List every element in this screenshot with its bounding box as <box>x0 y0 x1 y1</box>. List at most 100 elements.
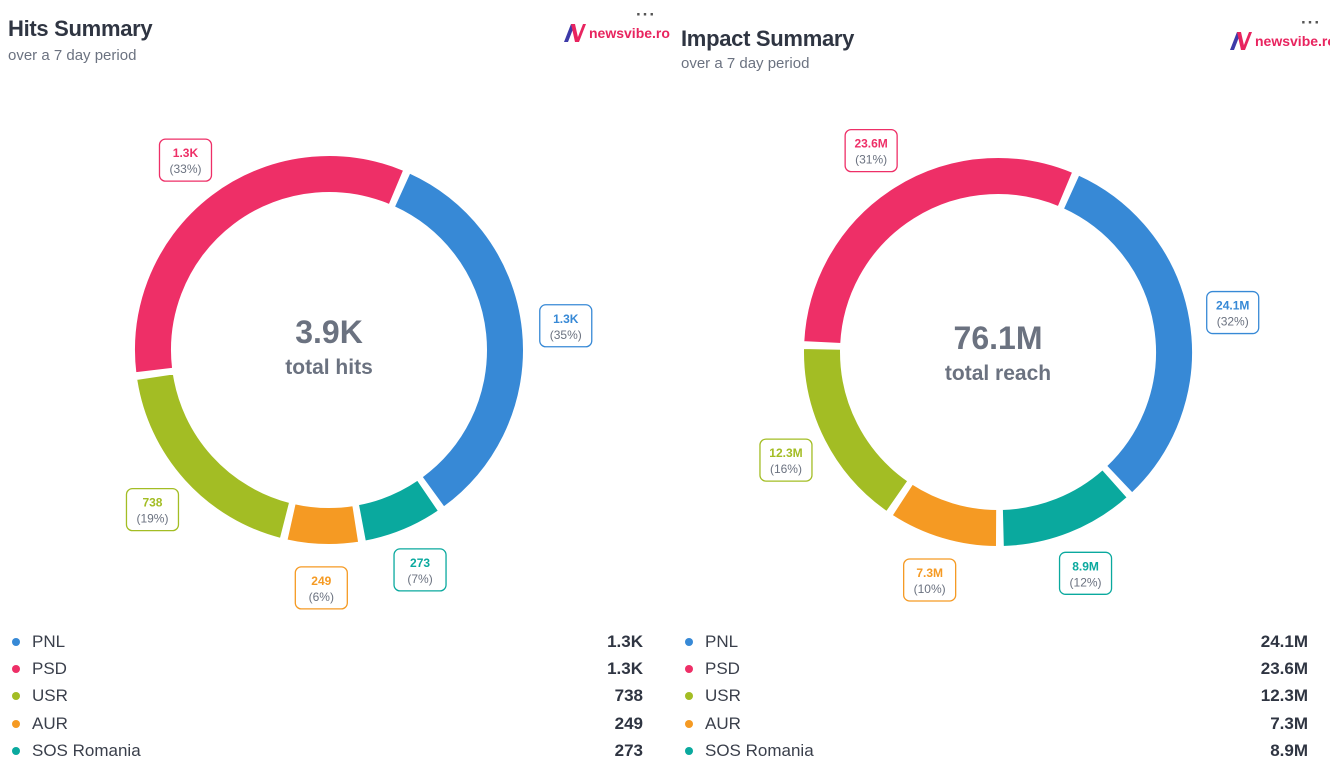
donut-center-value: 76.1M <box>953 320 1043 356</box>
more-options-icon[interactable]: ··· <box>1301 13 1321 32</box>
slice-percent-label: (19%) <box>136 512 168 526</box>
legend-label: AUR <box>705 713 741 733</box>
legend-item-sos-romania[interactable]: SOS Romania 273 <box>8 737 643 764</box>
legend-item-aur[interactable]: AUR 249 <box>8 710 643 737</box>
legend-value: 7.3M <box>1270 713 1308 733</box>
legend-value: 249 <box>614 713 643 733</box>
legend-value: 273 <box>614 740 643 760</box>
slice-data-label-sos-romania: 273 (7%) <box>393 548 447 592</box>
slice-data-label-aur: 7.3M (10%) <box>903 558 957 602</box>
legend-item-usr[interactable]: USR 738 <box>8 683 643 710</box>
legend-dot-icon <box>12 719 20 728</box>
slice-percent-label: (6%) <box>309 590 334 604</box>
legend-dot-icon <box>685 692 693 701</box>
slice-percent-label: (16%) <box>770 462 802 476</box>
legend-value: 8.9M <box>1270 740 1308 760</box>
hits-donut-chart: 1.3K (35%) 273 (7%) 249 (6%) 738 (19%) 1.3K (33%) <box>125 138 593 610</box>
slice-value-label: 24.1M <box>1216 299 1249 313</box>
donut-slice-sos-romania[interactable] <box>1000 467 1130 548</box>
legend-item-psd[interactable]: PSD 23.6M <box>681 655 1308 682</box>
legend-item-usr[interactable]: USR 12.3M <box>681 683 1308 710</box>
donut-slice-pnl[interactable] <box>1061 173 1194 495</box>
legend-item-aur[interactable]: AUR 7.3M <box>681 710 1308 737</box>
brand-name: newsvibe.ro <box>1255 33 1330 49</box>
brand-logo: newsvibe.ro <box>562 22 670 44</box>
chart-legend: PNL 24.1M PSD 23.6M USR 12.3M AUR 7.3M SOS Roman… <box>681 628 1308 764</box>
slice-percent-label: (12%) <box>1070 575 1102 589</box>
donut-slice-aur[interactable] <box>890 482 999 549</box>
donut-slice-usr[interactable] <box>802 346 910 514</box>
chart-legend: PNL 1.3K PSD 1.3K USR 738 AUR 249 SOS Romania 273 <box>8 628 643 764</box>
legend-label: PSD <box>32 658 67 678</box>
donut-slice-pnl[interactable] <box>392 171 525 509</box>
slice-percent-label: (33%) <box>169 162 201 176</box>
chart-subtitle: over a 7 day period <box>681 55 810 72</box>
legend-label: SOS Romania <box>32 740 141 760</box>
slice-value-label: 12.3M <box>769 446 802 460</box>
newsvibe-n-logo-icon <box>1230 32 1252 50</box>
legend-dot-icon <box>685 719 693 728</box>
legend-dot-icon <box>12 637 20 646</box>
more-options-icon[interactable]: ··· <box>636 5 656 24</box>
brand-name: newsvibe.ro <box>589 25 670 41</box>
legend-dot-icon <box>685 664 693 673</box>
legend-dot-icon <box>685 637 693 646</box>
legend-value: 23.6M <box>1260 658 1308 678</box>
legend-label: PNL <box>32 631 66 651</box>
slice-percent-label: (10%) <box>914 582 946 596</box>
impact-donut-chart: 24.1M (32%) 8.9M (12%) 7.3M (10%) 12.3M (16%) 23… <box>759 128 1260 602</box>
slice-data-label-usr: 12.3M (16%) <box>759 438 813 482</box>
slice-value-label: 1.3K <box>173 146 199 160</box>
legend-value: 12.3M <box>1260 686 1308 706</box>
donut-slice-psd[interactable] <box>133 154 406 375</box>
chart-title: Impact Summary <box>681 26 855 51</box>
legend-label: PSD <box>705 658 740 678</box>
legend-value: 1.3K <box>607 631 643 651</box>
brand-logo: newsvibe.ro <box>1228 30 1330 52</box>
legend-label: USR <box>32 686 68 706</box>
donut-slice-aur[interactable] <box>285 502 361 546</box>
legend-dot-icon <box>12 746 20 755</box>
slice-percent-label: (35%) <box>550 328 582 342</box>
legend-dot-icon <box>12 664 20 673</box>
slice-percent-label: (7%) <box>407 572 432 586</box>
slice-data-label-psd: 23.6M (31%) <box>844 128 898 173</box>
legend-label: AUR <box>32 713 68 733</box>
slice-value-label: 23.6M <box>854 137 887 151</box>
legend-item-sos-romania[interactable]: SOS Romania 8.9M <box>681 737 1308 764</box>
impact-summary-panel: Impact Summary over a 7 day period newsv… <box>665 0 1330 770</box>
slice-value-label: 273 <box>410 556 430 570</box>
legend-item-pnl[interactable]: PNL 1.3K <box>8 628 643 655</box>
chart-title: Hits Summary <box>8 16 153 41</box>
legend-value: 1.3K <box>607 658 643 678</box>
chart-subtitle: over a 7 day period <box>8 47 137 64</box>
slice-value-label: 8.9M <box>1072 559 1099 573</box>
slice-percent-label: (32%) <box>1217 315 1249 329</box>
donut-slice-sos-romania[interactable] <box>356 478 441 543</box>
slice-data-label-aur: 249 (6%) <box>294 566 348 610</box>
donut-center-label: total reach <box>944 362 1052 385</box>
legend-item-psd[interactable]: PSD 1.3K <box>8 655 643 682</box>
donut-slice-usr[interactable] <box>135 372 292 541</box>
legend-label: USR <box>705 686 741 706</box>
legend-dot-icon <box>685 746 693 755</box>
slice-data-label-pnl: 1.3K (35%) <box>539 304 593 348</box>
legend-value: 24.1M <box>1260 631 1308 651</box>
legend-label: PNL <box>705 631 739 651</box>
slice-data-label-sos-romania: 8.9M (12%) <box>1058 551 1113 595</box>
slice-data-label-psd: 1.3K (33%) <box>158 138 213 182</box>
slice-data-label-usr: 738 (19%) <box>125 487 180 532</box>
newsvibe-n-logo-icon <box>564 24 586 42</box>
slice-percent-label: (31%) <box>855 153 887 167</box>
legend-value: 738 <box>614 686 643 706</box>
slice-value-label: 249 <box>311 574 331 588</box>
legend-item-pnl[interactable]: PNL 24.1M <box>681 628 1308 655</box>
donut-center-label: total hits <box>285 356 373 379</box>
legend-dot-icon <box>12 692 20 701</box>
slice-value-label: 7.3M <box>916 566 943 580</box>
legend-label: SOS Romania <box>705 740 814 760</box>
slice-value-label: 1.3K <box>553 312 579 326</box>
donut-slice-psd[interactable] <box>802 156 1075 346</box>
slice-value-label: 738 <box>142 496 162 510</box>
slice-data-label-pnl: 24.1M (32%) <box>1206 290 1260 335</box>
